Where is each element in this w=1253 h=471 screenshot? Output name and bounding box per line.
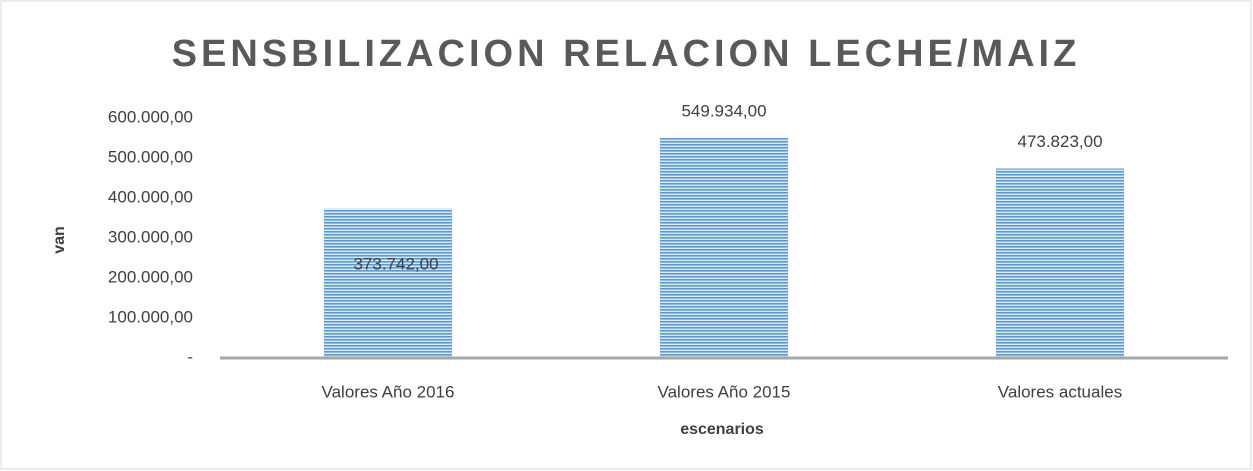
y-tick-label: 600.000,00 [108,107,193,126]
y-tick-label: 500.000,00 [108,147,193,166]
y-axis-label: van [51,226,68,254]
bar [660,138,788,358]
x-tick-label: Valores Año 2015 [658,382,791,401]
y-tick-label: 400.000,00 [108,187,193,206]
x-axis-label: escenarios [680,421,764,438]
y-tick-label: 200.000,00 [108,267,193,286]
x-tick-label: Valores actuales [998,382,1122,401]
y-tick-label: 100.000,00 [108,307,193,326]
y-tick-label: 300.000,00 [108,227,193,246]
data-label: 549.934,00 [681,102,766,121]
y-tick-label: - [187,347,193,366]
x-tick-label: Valores Año 2016 [322,382,455,401]
data-label: 373.742,00 [353,255,438,274]
bar [996,168,1124,358]
bar [324,208,452,358]
data-label: 473.823,00 [1017,132,1102,151]
chart-title: SENSBILIZACION RELACION LECHE/MAIZ [172,33,1081,75]
